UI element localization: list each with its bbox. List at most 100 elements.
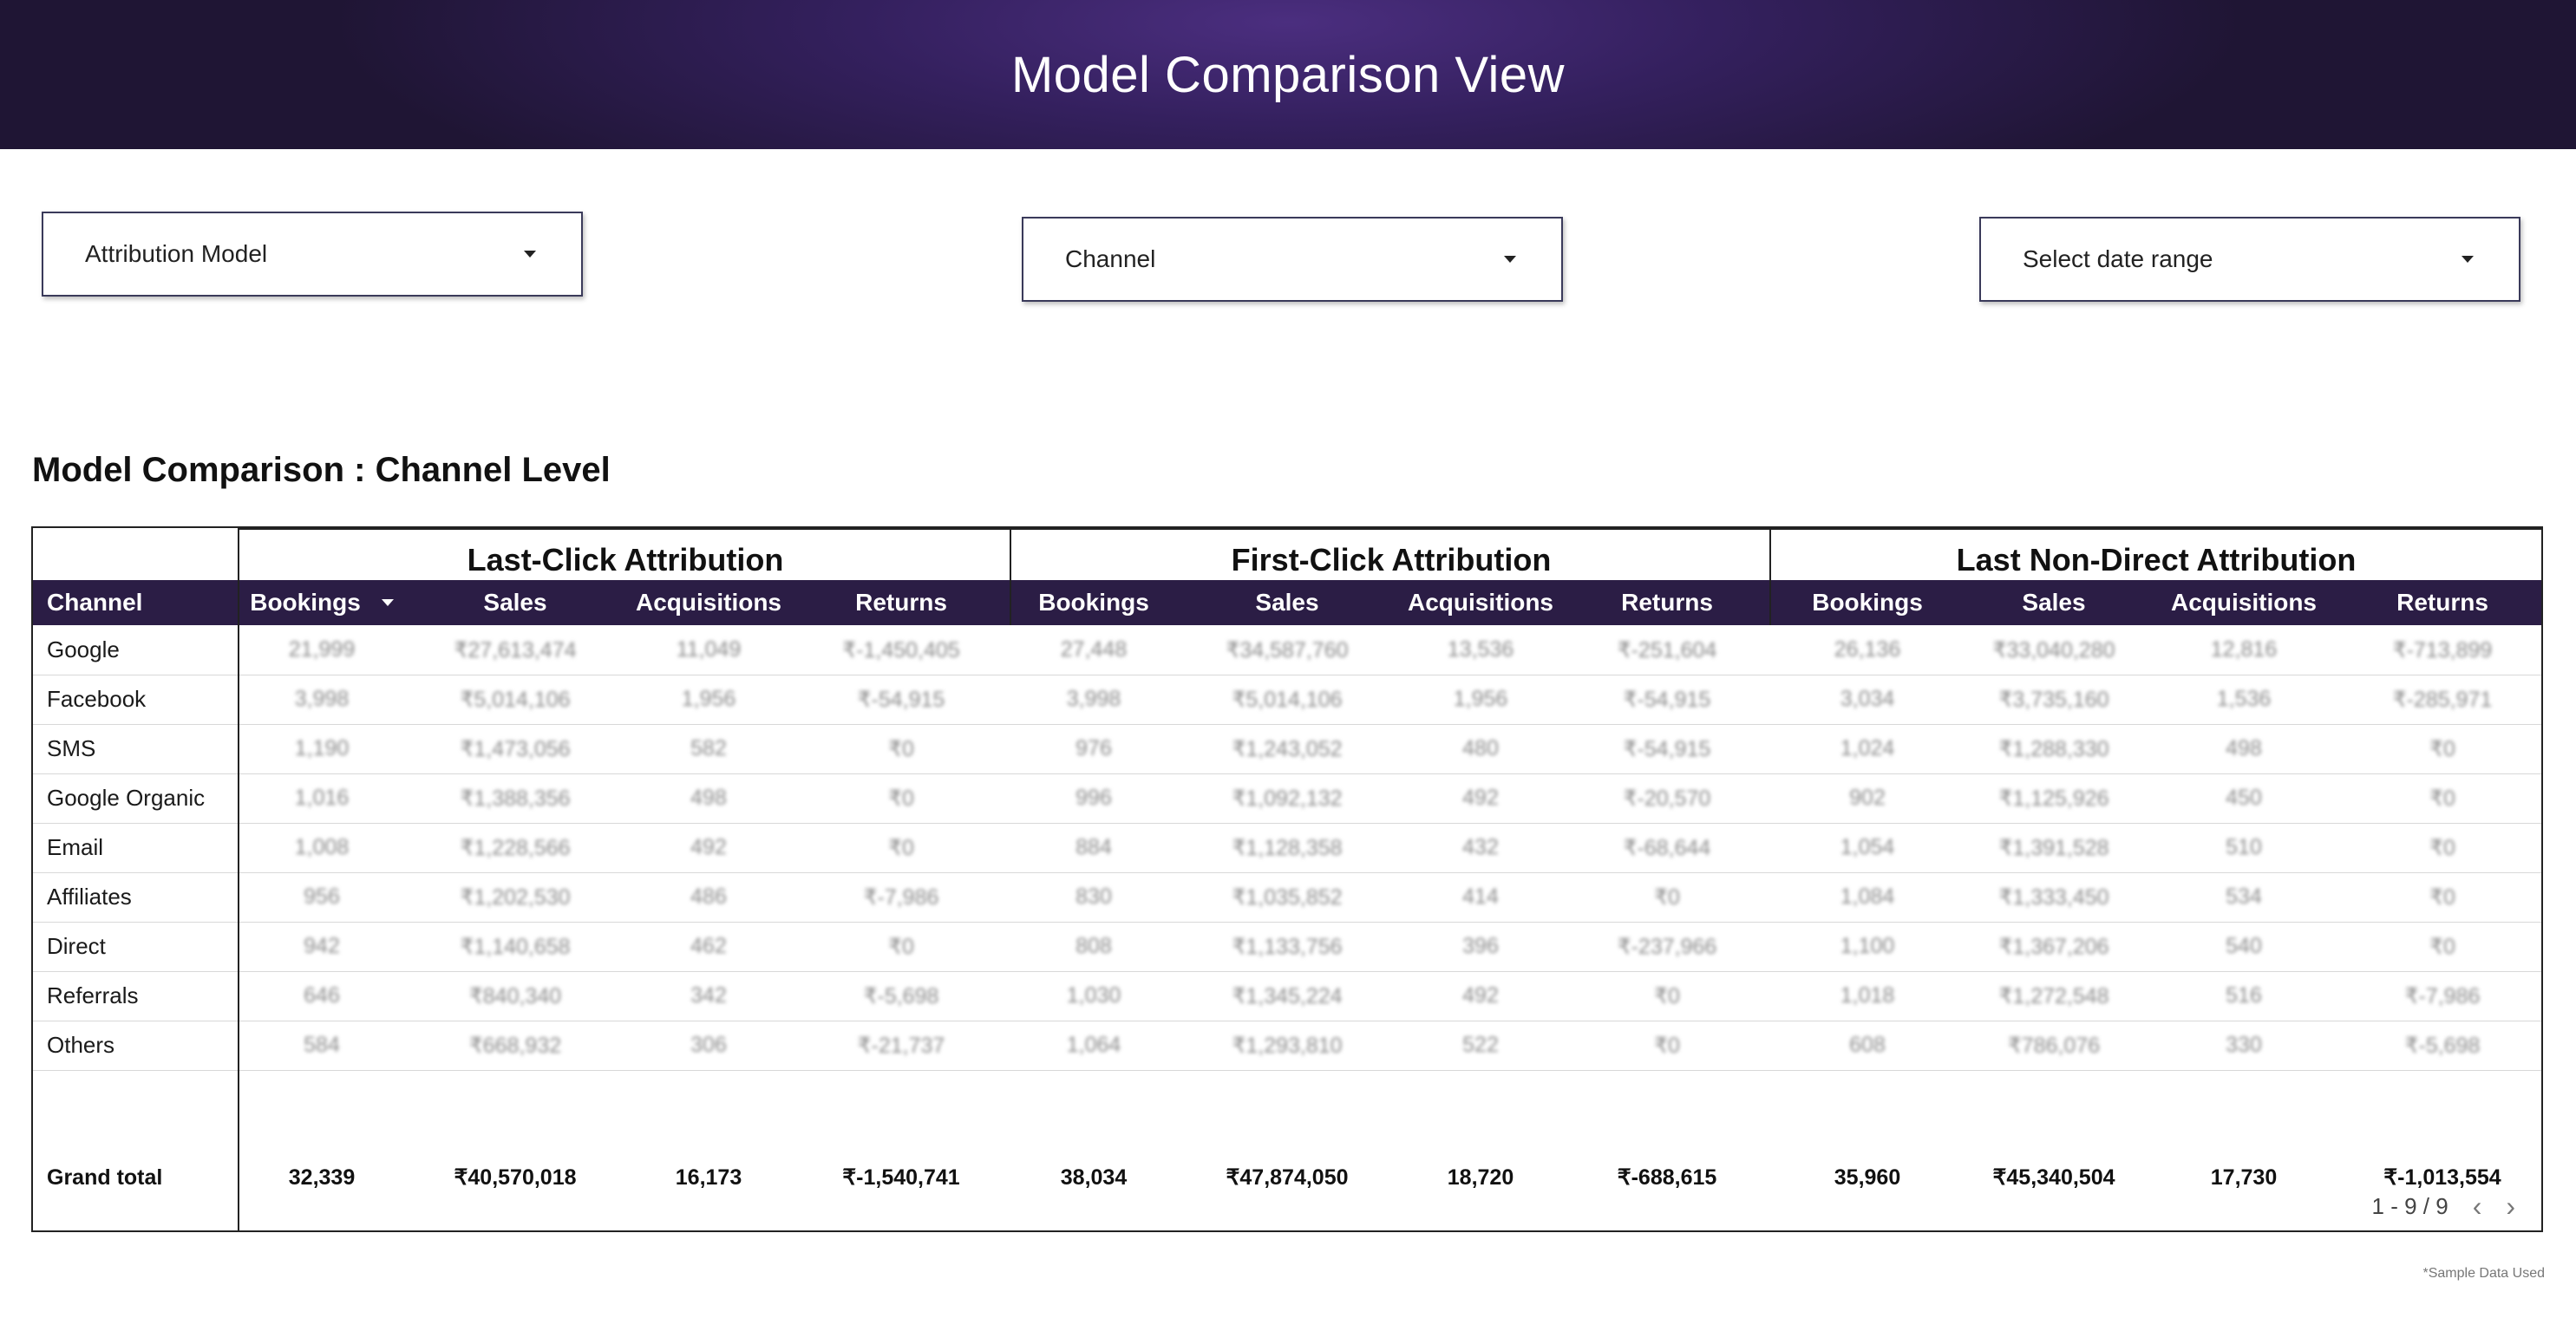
- returns-cell: ₹0: [2429, 934, 2455, 959]
- table-row: Email 1,008 ₹1,228,566 492 ₹0 884 ₹1,128,358 43…: [33, 823, 2541, 873]
- channel-dropdown[interactable]: Channel: [1022, 217, 1563, 302]
- table-row: Others 584 ₹668,932 306 ₹-21,737 1,064 ₹1,293,…: [33, 1021, 2541, 1071]
- channel-cell: Facebook: [47, 686, 147, 712]
- sales-cell: ₹5,014,106: [460, 687, 571, 712]
- acquisitions-cell: 1,536: [2216, 687, 2272, 711]
- bookings-cell: 902: [1849, 786, 1886, 810]
- chevron-right-icon[interactable]: ›: [2506, 1191, 2515, 1222]
- bookings-cell: 21,999: [288, 637, 356, 662]
- returns-cell: ₹0: [888, 934, 914, 959]
- acquisitions-cell: 342: [690, 983, 727, 1008]
- bookings-cell: 956: [304, 884, 340, 909]
- bookings-cell: 976: [1076, 736, 1112, 760]
- column-header-bookings[interactable]: Bookings: [239, 580, 404, 625]
- sales-cell: ₹1,092,132: [1232, 786, 1343, 811]
- grand-total-returns: ₹-1,013,554: [2383, 1165, 2501, 1190]
- grand-total-bookings: 35,960: [1834, 1165, 1901, 1190]
- returns-cell: ₹0: [888, 736, 914, 761]
- sales-cell: ₹1,202,530: [460, 884, 571, 910]
- date-range-dropdown[interactable]: Select date range: [1979, 217, 2520, 302]
- grand-total-returns: ₹-1,540,741: [842, 1165, 960, 1190]
- bookings-cell: 808: [1076, 934, 1112, 958]
- returns-cell: ₹-54,915: [1623, 687, 1711, 712]
- acquisitions-cell: 1,956: [1453, 687, 1508, 711]
- column-header-acquisitions[interactable]: Acquisitions: [1407, 589, 1553, 616]
- acquisitions-cell: 12,816: [2210, 637, 2278, 662]
- grand-total-returns: ₹-688,615: [1617, 1165, 1717, 1190]
- acquisitions-cell: 498: [2226, 736, 2262, 760]
- returns-cell: ₹-1,450,405: [842, 637, 960, 662]
- column-header-acquisitions[interactable]: Acquisitions: [2170, 589, 2317, 616]
- divider: [238, 528, 2541, 530]
- section-title: Model Comparison : Channel Level: [32, 451, 611, 489]
- sales-cell: ₹786,076: [2007, 1033, 2101, 1058]
- channel-cell: Referrals: [47, 982, 139, 1008]
- channel-cell: Affiliates: [47, 884, 132, 910]
- chevron-left-icon[interactable]: ‹: [2472, 1191, 2482, 1222]
- acquisitions-cell: 522: [1462, 1033, 1499, 1057]
- column-header-channel[interactable]: Channel: [47, 589, 143, 616]
- sales-cell: ₹840,340: [468, 983, 562, 1008]
- sales-cell: ₹1,388,356: [460, 786, 571, 811]
- channel-cell: SMS: [47, 735, 96, 761]
- sales-cell: ₹1,288,330: [1998, 736, 2109, 761]
- acquisitions-cell: 516: [2226, 983, 2262, 1008]
- bookings-cell: 1,008: [294, 835, 350, 859]
- bookings-cell: 1,054: [1840, 835, 1895, 859]
- table-row: Affiliates 956 ₹1,202,530 486 ₹-7,986 830 ₹1,0…: [33, 872, 2541, 923]
- sales-cell: ₹1,367,206: [1998, 934, 2109, 959]
- column-header-bookings[interactable]: Bookings: [1038, 589, 1149, 616]
- column-header-sales[interactable]: Sales: [483, 589, 547, 616]
- column-header-sales[interactable]: Sales: [2022, 589, 2086, 616]
- sales-cell: ₹34,587,760: [1226, 637, 1349, 662]
- returns-cell: ₹-285,971: [2392, 687, 2493, 712]
- group-header-last-non-direct: Last Non-Direct Attribution: [1956, 542, 2357, 577]
- channel-cell: Google: [47, 636, 120, 662]
- sales-cell: ₹1,473,056: [460, 736, 571, 761]
- column-header-acquisitions[interactable]: Acquisitions: [635, 589, 781, 616]
- sales-cell: ₹3,735,160: [1998, 687, 2109, 712]
- group-header-last-click: Last-Click Attribution: [467, 542, 784, 577]
- returns-cell: ₹0: [2429, 884, 2455, 910]
- sales-cell: ₹1,035,852: [1232, 884, 1343, 910]
- returns-cell: ₹-713,899: [2392, 637, 2493, 662]
- sales-cell: ₹1,333,450: [1998, 884, 2109, 910]
- bookings-cell: 3,998: [1066, 687, 1121, 711]
- grand-total-acquisitions: 17,730: [2210, 1165, 2278, 1190]
- acquisitions-cell: 510: [2226, 835, 2262, 859]
- returns-cell: ₹-7,986: [863, 884, 939, 910]
- channel-cell: Google Organic: [47, 785, 206, 811]
- group-header-first-click: First-Click Attribution: [1231, 542, 1552, 577]
- bookings-cell: 608: [1849, 1033, 1886, 1057]
- sort-desc-icon: [381, 599, 394, 606]
- bookings-cell: 27,448: [1060, 637, 1128, 662]
- acquisitions-cell: 540: [2226, 934, 2262, 958]
- column-header-returns[interactable]: Returns: [855, 589, 947, 616]
- bookings-cell: 584: [304, 1033, 340, 1057]
- returns-cell: ₹0: [1654, 1033, 1680, 1058]
- column-header-returns[interactable]: Returns: [1621, 589, 1713, 616]
- bookings-cell: 26,136: [1834, 637, 1901, 662]
- column-header-sales[interactable]: Sales: [1255, 589, 1319, 616]
- footnote: *Sample Data Used: [2422, 1266, 2545, 1281]
- sales-cell: ₹1,272,548: [1998, 983, 2109, 1008]
- returns-cell: ₹-5,698: [863, 983, 939, 1008]
- table-row: Referrals 646 ₹840,340 342 ₹-5,698 1,030 ₹1,34…: [33, 971, 2541, 1021]
- acquisitions-cell: 462: [690, 934, 727, 958]
- returns-cell: ₹0: [888, 786, 914, 811]
- column-header-bookings[interactable]: Bookings: [1812, 589, 1923, 616]
- grand-total-label: Grand total: [47, 1165, 163, 1190]
- bookings-cell: 1,100: [1840, 934, 1895, 958]
- column-header-returns[interactable]: Returns: [2396, 589, 2488, 616]
- returns-cell: ₹-54,915: [857, 687, 945, 712]
- attribution-model-dropdown[interactable]: Attribution Model: [42, 212, 583, 297]
- channel-filter-label: Channel: [1065, 245, 1156, 272]
- sales-cell: ₹668,932: [468, 1033, 562, 1058]
- channel-cell: Others: [47, 1032, 115, 1058]
- acquisitions-cell: 498: [690, 786, 727, 810]
- grand-total-bookings: 38,034: [1060, 1165, 1128, 1190]
- bookings-cell: 1,190: [294, 736, 350, 760]
- pagination: 1 - 9 / 9 ‹ ›: [2372, 1192, 2515, 1220]
- acquisitions-cell: 492: [1462, 786, 1499, 810]
- grand-total-sales: ₹45,340,504: [1992, 1165, 2115, 1190]
